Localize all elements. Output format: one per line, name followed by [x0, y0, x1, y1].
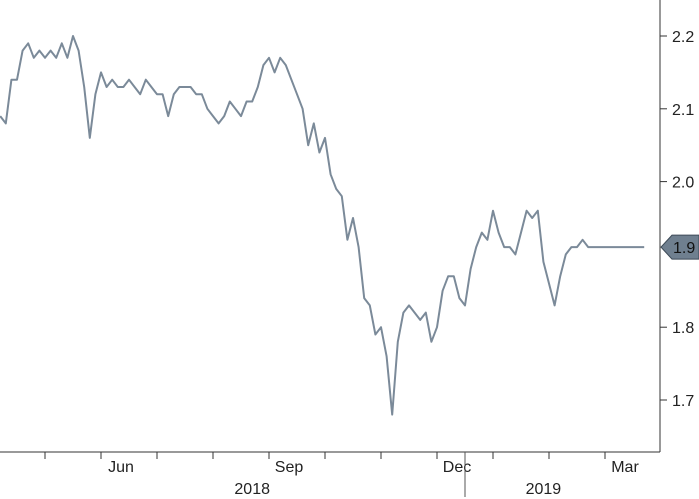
y-tick-label: 2.2 — [672, 29, 694, 46]
chart-axes — [0, 0, 661, 453]
y-tick-label: 2.1 — [672, 102, 694, 119]
y-ticks: 2.2 2.1 2.0 1.8 1.7 — [660, 29, 694, 410]
x-ticks: Jun Sep Dec Mar 2018 2019 — [44, 452, 639, 498]
last-value-label: 1.9 — [673, 240, 695, 257]
last-value-badge — [660, 234, 699, 260]
y-tick-label: 1.7 — [672, 393, 694, 410]
last-value-marker: 1.9 — [660, 234, 699, 260]
y-tick-label: 2.0 — [672, 175, 694, 192]
series-layer — [0, 35, 645, 416]
x-tick-label: Dec — [443, 459, 471, 476]
x-tick-label: Sep — [275, 459, 304, 476]
x-tick-label: Jun — [108, 459, 134, 476]
series-line — [0, 35, 645, 416]
y-tick-label: 1.8 — [672, 320, 694, 337]
x-year-label: 2018 — [234, 481, 270, 498]
x-tick-label: Mar — [611, 459, 639, 476]
x-year-label: 2019 — [526, 481, 562, 498]
